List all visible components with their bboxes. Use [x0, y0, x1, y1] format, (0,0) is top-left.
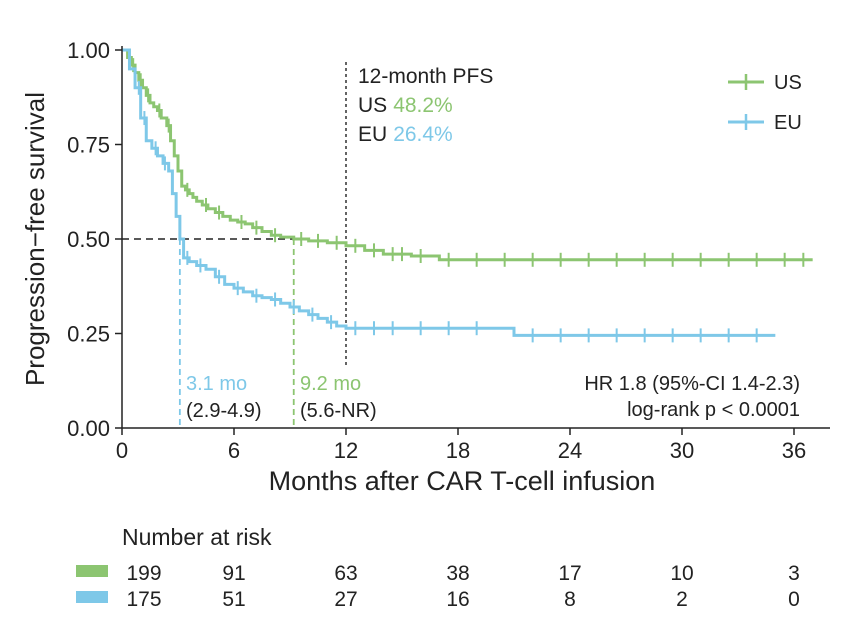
risk-count: 38 [446, 562, 469, 585]
y-tick-label: 0.00 [67, 416, 110, 441]
reference-lines-layer [122, 62, 347, 428]
axes-layer: 0.00 0.25 0.50 0.75 1.00 0 6 12 18 24 30 36 Progress… [20, 38, 830, 496]
y-tick-label: 0.75 [67, 133, 110, 158]
risk-table: Number at risk 199 91 63 38 17 10 3 175 51 27 16 8 2 0 [76, 524, 800, 611]
risk-count: 10 [670, 562, 693, 585]
x-tick-label: 0 [116, 438, 128, 463]
risk-count: 63 [334, 562, 357, 585]
legend-label-eu: EU [774, 112, 802, 134]
x-tick-label: 36 [782, 438, 806, 463]
risk-count: 8 [564, 588, 576, 611]
eu-median-label: 3.1 mo [186, 373, 247, 395]
risk-table-title: Number at risk [122, 524, 272, 550]
legend-label-us: US [774, 72, 802, 94]
pfs-eu-value: 26.4% [393, 123, 453, 146]
x-tick-label: 6 [228, 438, 240, 463]
eu-median-ci: (2.9-4.9) [186, 400, 262, 422]
series-line-eu [122, 48, 776, 337]
x-axis-label: Months after CAR T-cell infusion [269, 466, 656, 496]
legend: US EU [728, 72, 802, 134]
pfs-eu-row: EU 26.4% [358, 123, 453, 146]
x-tick-label: 12 [334, 438, 358, 463]
risk-count: 3 [788, 562, 800, 585]
series-layer [122, 48, 813, 343]
risk-count: 51 [222, 588, 245, 611]
pfs-us-row: US 48.2% [358, 94, 453, 117]
pfs-us-value: 48.2% [393, 94, 453, 117]
us-median-label: 9.2 mo [300, 373, 361, 395]
risk-count: 27 [334, 588, 357, 611]
risk-count: 2 [676, 588, 688, 611]
hazard-ratio: HR 1.8 (95%-CI 1.4-2.3) [584, 373, 800, 395]
pfs-eu-label: EU [358, 123, 387, 146]
x-tick-label: 18 [446, 438, 470, 463]
risk-count: 91 [222, 562, 245, 585]
x-tick-label: 30 [670, 438, 694, 463]
risk-row-swatch-eu [76, 591, 108, 603]
risk-count: 199 [126, 562, 161, 585]
pfs-us-label: US [358, 94, 387, 117]
risk-count: 0 [788, 588, 800, 611]
y-axis-label: Progression−free survival [20, 92, 50, 386]
series-line-us [122, 48, 813, 262]
us-median-ci: (5.6-NR) [300, 400, 377, 422]
annotations-layer: 12-month PFS US 48.2% EU 26.4% 3.1 mo (2.9-4.9… [186, 65, 800, 422]
y-tick-label: 0.50 [67, 227, 110, 252]
risk-row-swatch-us [76, 565, 108, 577]
y-tick-label: 1.00 [67, 38, 110, 63]
logrank-p: log-rank p < 0.0001 [627, 399, 800, 421]
risk-count: 175 [126, 588, 161, 611]
risk-count: 17 [558, 562, 581, 585]
risk-count: 16 [446, 588, 469, 611]
pfs-title: 12-month PFS [358, 65, 493, 88]
y-tick-label: 0.25 [67, 322, 110, 347]
x-tick-label: 24 [558, 438, 582, 463]
